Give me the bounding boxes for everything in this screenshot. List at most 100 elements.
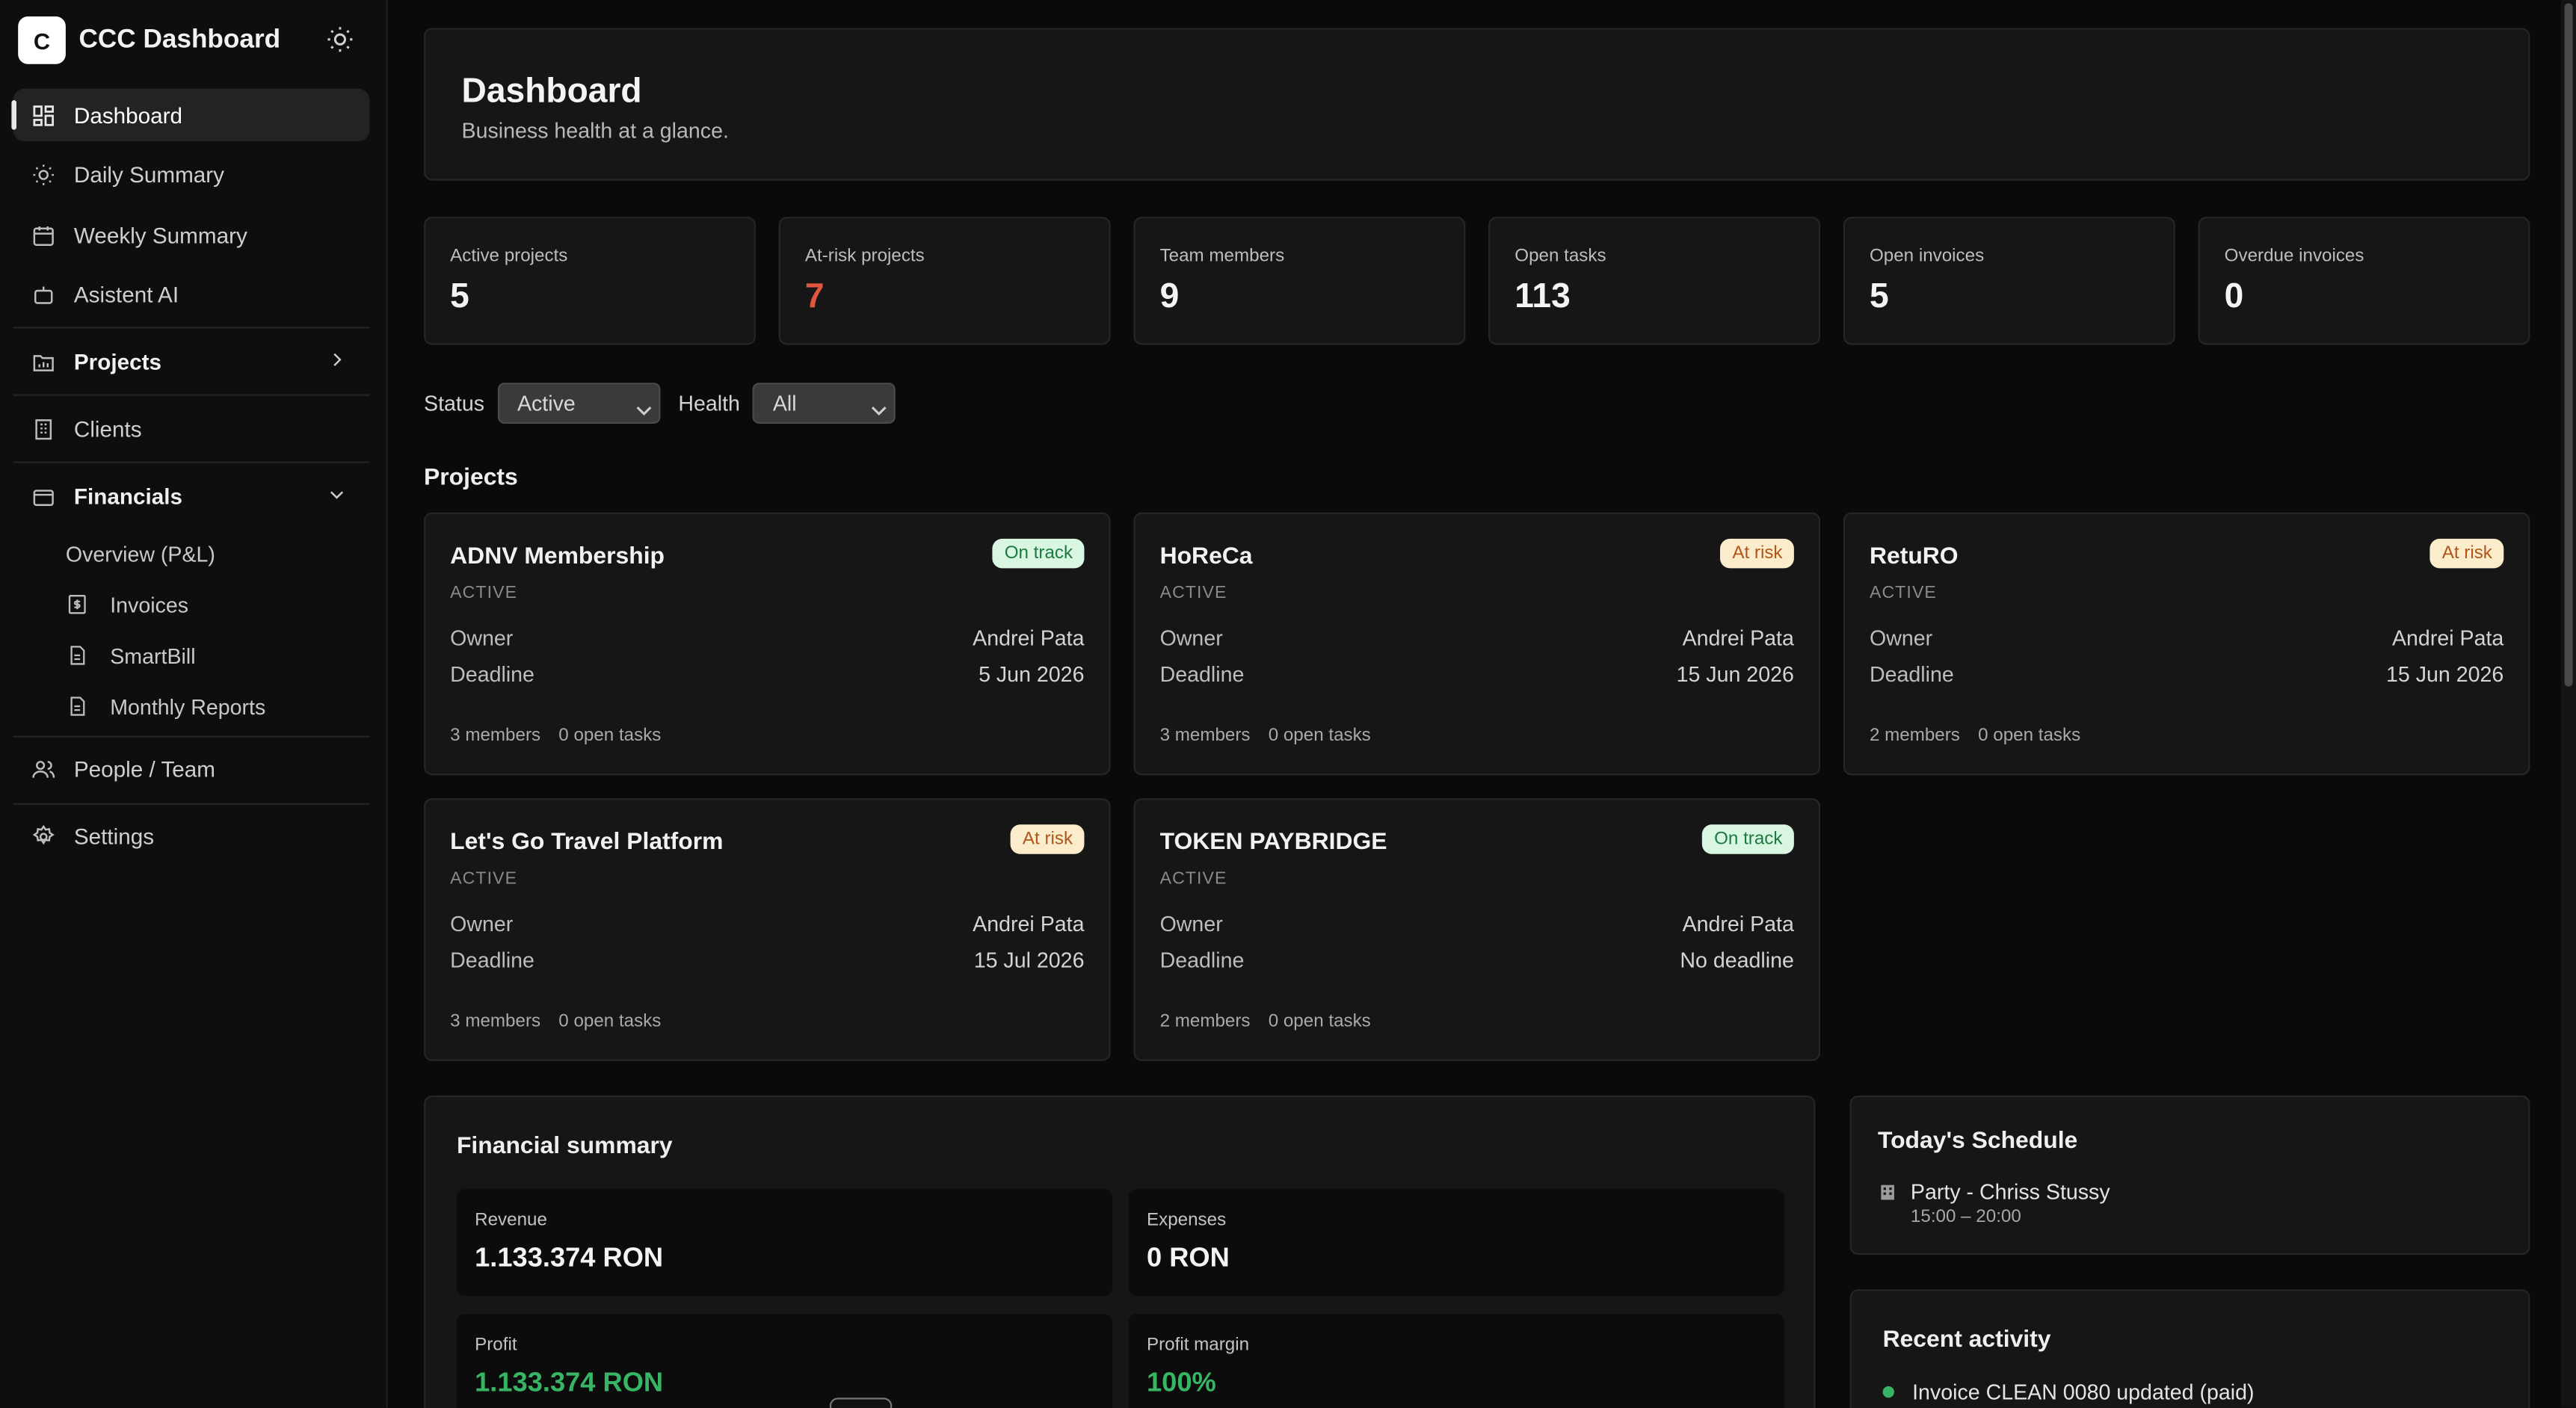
kpi-label: Open invoices <box>1869 246 1985 267</box>
kpi-label: Team members <box>1159 246 1285 267</box>
divider <box>13 735 370 738</box>
owner-label: Owner <box>450 911 514 936</box>
sidebar-item-dashboard[interactable]: Dashboard <box>11 88 370 142</box>
members-count: 3 members <box>450 1011 541 1032</box>
wallet-icon <box>30 483 56 509</box>
owner-row: Owner Andrei Pata <box>1160 626 1794 650</box>
sidebar-item-asistent-ai[interactable]: Asistent AI <box>13 268 370 320</box>
owner-label: Owner <box>1159 911 1223 936</box>
deadline-row: Deadline 15 Jun 2026 <box>1160 662 1794 687</box>
todays-schedule: Today's Schedule Party - Chriss Stussy 1… <box>1849 1095 2530 1256</box>
kpi-value: 7 <box>804 277 825 315</box>
owner-row: Owner Andrei Pata <box>450 626 1084 650</box>
scroll-handle[interactable] <box>829 1398 893 1408</box>
sidebar: C CCC Dashboard Dashboard Daily Summary … <box>0 0 388 1408</box>
filter-bar: Status Active Health All <box>424 381 914 424</box>
sidebar-item-label: People / Team <box>73 756 216 782</box>
project-status: ACTIVE <box>1159 583 1227 603</box>
calendar-icon <box>30 222 56 248</box>
kpi-at-risk-projects: At-risk projects 7 <box>778 217 1111 345</box>
chevron-down-icon <box>327 484 346 504</box>
kpi-label: Overdue invoices <box>2224 246 2364 267</box>
subnav-label: SmartBill <box>110 643 196 668</box>
owner-value: Andrei Pata <box>973 911 1085 936</box>
status-select[interactable]: Active <box>497 381 661 423</box>
subnav-label: Invoices <box>110 592 189 617</box>
sidebar-item-clients[interactable]: Clients <box>13 402 370 454</box>
health-select-value: All <box>772 389 797 415</box>
sidebar-item-settings[interactable]: Settings <box>13 809 370 862</box>
dollar-doc-icon <box>66 593 89 616</box>
subnav-overview-pl[interactable]: Overview (P&L) <box>66 537 215 570</box>
subnav-smartbill[interactable]: SmartBill <box>66 639 196 672</box>
expenses-label: Expenses <box>1146 1210 1227 1231</box>
sidebar-item-projects[interactable]: Projects <box>13 335 370 387</box>
gear-icon <box>30 823 56 849</box>
project-card[interactable]: HoReCa ACTIVE At risk Owner Andrei Pata D… <box>1133 512 1821 776</box>
project-footer: 3 members 0 open tasks <box>450 1012 661 1031</box>
project-card[interactable]: RetuRO ACTIVE At risk Owner Andrei Pata D… <box>1843 512 2530 776</box>
subnav-invoices[interactable]: Invoices <box>66 588 188 621</box>
health-select[interactable]: All <box>753 381 896 423</box>
kpi-label: At-risk projects <box>804 246 925 267</box>
project-card[interactable]: Let's Go Travel Platform ACTIVE At risk … <box>424 798 1111 1061</box>
kpi-label: Open tasks <box>1515 246 1606 267</box>
revenue-box: Revenue 1.133.374 RON <box>456 1189 1112 1296</box>
scrollbar-thumb[interactable] <box>2564 3 2573 687</box>
project-name: RetuRO <box>1869 543 1959 570</box>
sidebar-item-weekly-summary[interactable]: Weekly Summary <box>13 209 370 261</box>
deadline-value: No deadline <box>1680 948 1794 973</box>
activity-item[interactable]: Invoice CLEAN 0080 updated (paid) <box>1882 1380 2255 1404</box>
status-filter-label: Status <box>424 389 485 415</box>
project-footer: 3 members 0 open tasks <box>1160 726 1371 745</box>
open-tasks-count: 0 open tasks <box>1978 726 2081 746</box>
project-footer: 2 members 0 open tasks <box>1870 726 2080 745</box>
health-badge: At risk <box>1011 824 1085 854</box>
brand-logo: C <box>18 16 66 64</box>
members-count: 2 members <box>1159 1011 1251 1032</box>
kpi-value: 9 <box>1159 277 1180 315</box>
theme-toggle-sun-icon[interactable] <box>325 25 355 55</box>
divider <box>13 327 370 329</box>
deadline-value: 15 Jun 2026 <box>1676 661 1794 687</box>
open-tasks-count: 0 open tasks <box>1268 726 1371 746</box>
owner-value: Andrei Pata <box>973 626 1085 651</box>
doc-icon <box>66 695 89 718</box>
kpi-open-tasks: Open tasks 113 <box>1488 217 1821 345</box>
health-badge: At risk <box>2430 538 2504 569</box>
project-card[interactable]: TOKEN PAYBRIDGE ACTIVE On track Owner And… <box>1133 798 1821 1061</box>
schedule-event[interactable]: Party - Chriss Stussy <box>1878 1179 2110 1204</box>
brand-name: CCC Dashboard <box>78 25 281 54</box>
page-header: Dashboard Business health at a glance. <box>424 28 2530 181</box>
building-icon <box>30 416 56 442</box>
project-card[interactable]: ADNV Membership ACTIVE On track Owner And… <box>424 512 1111 776</box>
project-status: ACTIVE <box>1869 583 1937 603</box>
doc-icon <box>66 643 89 667</box>
subnav-label: Overview (P&L) <box>65 541 215 566</box>
page-scrollbar[interactable] <box>2561 0 2576 1408</box>
sidebar-item-label: Dashboard <box>73 102 183 128</box>
owner-value: Andrei Pata <box>1682 911 1794 936</box>
chevron-down-icon <box>872 397 888 415</box>
health-badge: On track <box>1702 824 1794 854</box>
sidebar-item-people-team[interactable]: People / Team <box>13 742 370 794</box>
brand[interactable]: C CCC Dashboard <box>18 16 280 64</box>
project-footer: 2 members 0 open tasks <box>1160 1012 1371 1031</box>
deadline-row: Deadline 15 Jun 2026 <box>1870 662 2503 687</box>
sidebar-item-daily-summary[interactable]: Daily Summary <box>13 148 370 200</box>
expenses-value: 0 RON <box>1146 1243 1230 1273</box>
profit-value: 1.133.374 RON <box>475 1368 664 1398</box>
deadline-row: Deadline 15 Jul 2026 <box>450 948 1084 972</box>
schedule-event-time: 15:00 – 20:00 <box>1910 1207 2021 1227</box>
deadline-label: Deadline <box>1869 661 1954 687</box>
project-status: ACTIVE <box>450 583 518 603</box>
sidebar-item-financials[interactable]: Financials <box>13 470 370 522</box>
kpi-team-members: Team members 9 <box>1133 217 1466 345</box>
kpi-label: Active projects <box>450 246 568 267</box>
subnav-monthly-reports[interactable]: Monthly Reports <box>66 690 265 723</box>
sidebar-item-label: Settings <box>73 824 155 849</box>
sidebar-item-label: Weekly Summary <box>73 222 247 247</box>
sun-icon <box>30 161 56 187</box>
owner-row: Owner Andrei Pata <box>1160 912 1794 936</box>
